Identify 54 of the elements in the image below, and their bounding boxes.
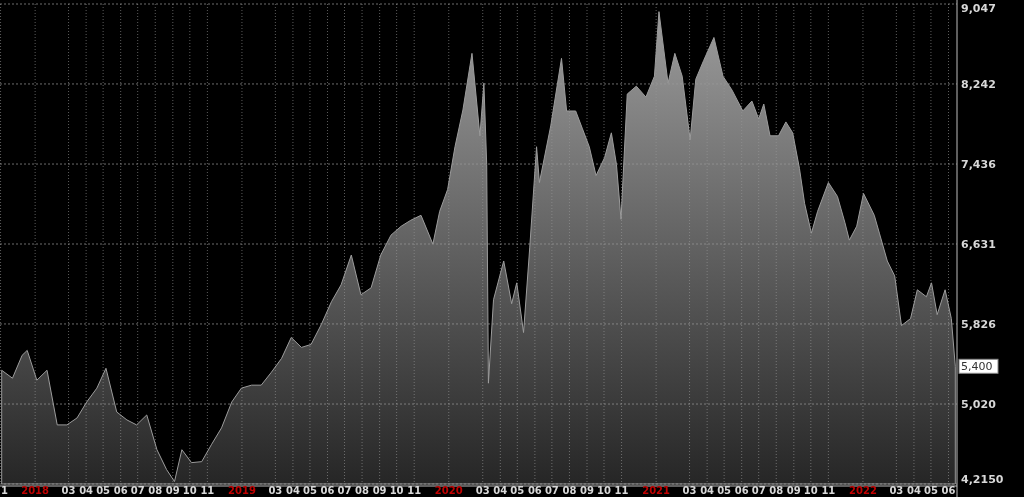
x-tick-label: 07 [751, 485, 766, 496]
x-tick-label: 04 [79, 485, 94, 496]
x-tick-label: 11 [200, 485, 215, 496]
x-tick-label: 04 [493, 485, 508, 496]
x-tick-label: 09 [580, 485, 594, 496]
x-tick-label: 2022 [849, 485, 877, 496]
x-tick-label: 03 [889, 485, 904, 496]
x-tick-label: 05 [510, 485, 525, 496]
x-tick-label: 08 [148, 485, 163, 496]
x-tick-label: 03 [475, 485, 490, 496]
y-tick-label: 5,020 [961, 397, 997, 411]
x-tick-label: 11 [821, 485, 836, 496]
x-tick-label: 04 [700, 485, 715, 496]
x-tick-label: 2018 [21, 485, 50, 496]
x-tick-label: 06 [941, 485, 956, 496]
x-tick-label: 03 [268, 485, 283, 496]
x-tick-label: 04 [906, 485, 921, 496]
x-tick-label: 2021 [642, 485, 671, 496]
annotation: 5,400 [961, 360, 993, 374]
x-tick-label: 07 [544, 485, 559, 496]
x-tick-label: 07 [130, 485, 145, 496]
y-tick-label: 5,826 [961, 317, 997, 331]
y-tick-label: 9,047 [961, 2, 996, 16]
x-tick-label: 06 [113, 485, 128, 496]
x-tick-label: 11 [407, 485, 422, 496]
x-tick-label: 2019 [228, 485, 256, 496]
x-tick-label: 10 [597, 485, 611, 496]
x-tick-label: 08 [562, 485, 577, 496]
x-tick-label: 06 [527, 485, 542, 496]
y-tick-label: 7,436 [961, 157, 997, 171]
x-tick-label: 1 [1, 485, 8, 496]
x-tick-label: 2020 [434, 485, 463, 496]
x-tick-label: 03 [682, 485, 697, 496]
x-tick-label: 05 [717, 485, 732, 496]
x-tick-label: 04 [285, 485, 300, 496]
x-tick-label: 08 [769, 485, 784, 496]
x-tick-label: 10 [182, 485, 197, 496]
y-tick-label: 4,2150 [961, 472, 1004, 486]
x-tick-label: 09 [786, 485, 801, 496]
x-tick-label: 09 [372, 485, 387, 496]
x-tick-label: 03 [61, 485, 76, 496]
x-tick-label: 09 [165, 485, 180, 496]
x-tick-label: 06 [320, 485, 335, 496]
x-tick-label: 05 [96, 485, 111, 496]
x-tick-label: 10 [389, 485, 404, 496]
x-tick-label: 07 [337, 485, 352, 496]
x-tick-label: 05 [923, 485, 938, 496]
y-tick-label: 8,242 [961, 77, 996, 91]
x-tick-label: 06 [734, 485, 749, 496]
y-tick-label: 6,631 [961, 237, 996, 251]
x-tick-label: 05 [302, 485, 317, 496]
x-tick-label: 10 [803, 485, 818, 496]
x-tick-label: 08 [355, 485, 370, 496]
x-tick-label: 11 [614, 485, 629, 496]
